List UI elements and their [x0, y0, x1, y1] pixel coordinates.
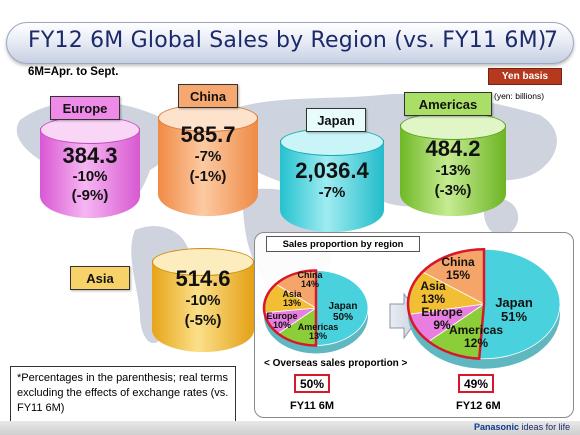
brand-tagline: ideas for life: [521, 422, 571, 432]
americas-change: -13%: [435, 162, 471, 179]
fy11-china-label: China 14%: [297, 270, 323, 290]
asia-change: -10%: [185, 292, 221, 309]
fy12-asia-label: Asia 13%: [420, 279, 446, 306]
fy12-overseas-proportion: 49%: [458, 374, 494, 393]
region-asia: Asia 514.6 -10% (-5%): [70, 238, 260, 358]
fy11-asia-label: Asia 13%: [282, 289, 302, 309]
fy11-japan-label: Japan 50%: [328, 301, 358, 323]
overseas-outline: [262, 269, 318, 347]
europe-change: -10%: [72, 168, 108, 185]
europe-label: Europe: [50, 96, 120, 120]
pie-fy11: [262, 269, 369, 354]
fy12-period-label: FY12 6M: [456, 400, 501, 412]
pie-slice-japan: [478, 248, 561, 360]
china-label: China: [178, 84, 238, 108]
brand-logo: Panasonic ideas for life: [474, 422, 570, 432]
americas-label: Americas: [404, 92, 492, 116]
fy11-americas-label: Americas 13%: [297, 322, 339, 342]
fy12-japan-label: Japan 51%: [495, 295, 533, 324]
fy11-overseas-proportion: 50%: [294, 374, 330, 393]
japan-value: 2,036.4: [295, 158, 369, 183]
americas-real-change: (-3%): [434, 182, 472, 199]
page-number: 7: [544, 28, 558, 53]
europe-cylinder-top: [40, 116, 140, 144]
region-europe: Europe 384.3 -10% (-9%): [40, 96, 140, 226]
europe-real-change: (-9%): [71, 187, 109, 204]
europe-value: 384.3: [62, 143, 118, 168]
fy12-europe-label: Europe 9%: [421, 305, 463, 332]
footnote: *Percentages in the parenthesis; real te…: [10, 366, 236, 424]
yen-basis-badge: Yen basis: [488, 68, 562, 85]
china-change: -7%: [194, 148, 222, 165]
japan-change: -7%: [318, 184, 346, 201]
japan-label: Japan: [306, 108, 366, 132]
fy12-china-label: China 15%: [441, 255, 475, 282]
slide-title: FY12 6M Global Sales by Region (vs. FY11…: [28, 28, 547, 53]
proportion-pies: [262, 248, 561, 369]
fy12-americas-label: Americas 12%: [448, 323, 504, 350]
region-china: China 585.7 -7% (-1%): [158, 84, 258, 224]
americas-value: 484.2: [425, 136, 481, 161]
pie-slice-japan: [315, 270, 369, 346]
fy11-period-label: FY11 6M: [290, 400, 335, 412]
title-bar: [6, 22, 574, 64]
brand-name: Panasonic: [474, 422, 520, 432]
region-japan: Japan 2,036.4 -7%: [280, 108, 384, 238]
pie-fy12: [406, 248, 561, 369]
footer-bar: [0, 421, 580, 435]
china-cylinder-body: [158, 116, 258, 216]
asia-cylinder-top: [152, 248, 254, 276]
asia-value: 514.6: [175, 266, 231, 291]
period-definition: 6M=Apr. to Sept.: [28, 66, 119, 78]
fy11-europe-label: Europe 10%: [266, 311, 298, 331]
overseas-outline: [406, 248, 486, 360]
china-value: 585.7: [180, 122, 236, 147]
asia-label: Asia: [70, 266, 130, 290]
unit-note: (yen: billions): [494, 91, 545, 101]
sales-proportion-title: Sales proportion by region: [266, 236, 420, 252]
china-real-change: (-1%): [189, 168, 227, 185]
asia-real-change: (-5%): [184, 312, 222, 329]
pie-side: [264, 308, 368, 354]
japan-cylinder-top: [280, 128, 384, 156]
region-americas: Americas 484.2 -13% (-3%): [400, 92, 506, 222]
overseas-sales-caption: < Overseas sales proportion >: [264, 358, 408, 369]
americas-cylinder-top: [400, 112, 506, 140]
